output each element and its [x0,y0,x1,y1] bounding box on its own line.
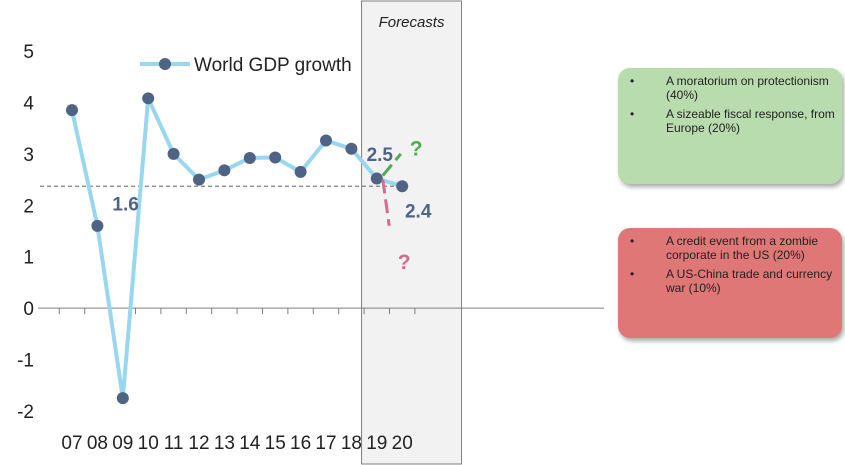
x-tick-label: 17 [315,433,336,454]
x-tick-label: 14 [239,433,261,454]
data-point [370,172,383,185]
x-tick-label: 13 [214,433,235,454]
y-tick-label: 1 [23,248,34,269]
bullet-icon: • [630,74,635,88]
downside-scenario-text: A credit event from a zombie corporate i… [666,234,819,262]
bullet-icon: • [630,107,635,121]
upside-scenario-item: • A sizeable fiscal response, from Europe… [626,107,836,135]
data-point [193,173,205,186]
y-tick-label: 0 [23,299,34,320]
downside-scenarios-callout: • A credit event from a zombie corporate … [618,228,842,338]
data-point [167,147,180,160]
data-point [396,180,409,193]
legend-label: World GDP growth [194,55,352,76]
x-tick-label: 15 [265,433,286,454]
y-tick-label: 3 [23,145,34,166]
x-tick-label: 18 [341,433,362,454]
x-tick-label: 20 [392,433,413,454]
upside-scenario-text: A sizeable fiscal response, from Europe … [666,107,835,135]
forecast-label: Forecasts [379,14,445,31]
x-tick-label: 11 [164,433,184,454]
data-point [66,104,78,117]
data-point [294,165,307,178]
x-tick-label: 08 [87,433,108,454]
upside-scenario-text: A moratorium on protectionism (40%) [666,74,829,102]
y-tick-label: -1 [17,351,34,372]
x-tick-label: 07 [61,433,82,454]
upside-scenarios-callout: • A moratorium on protectionism (40%) • A … [618,68,842,184]
data-point [269,151,282,164]
y-tick-label: 5 [23,42,34,63]
data-label-08: 1.6 [112,194,138,215]
downside-question-mark: ? [398,251,411,274]
bullet-icon: • [630,234,635,248]
x-tick-label: 16 [290,433,311,454]
upside-scenario-item: • A moratorium on protectionism (40%) [626,74,836,102]
data-point [116,392,129,405]
y-tick-label: 2 [23,196,34,217]
data-point [320,134,332,147]
data-point [142,92,155,105]
data-label-20: 2.4 [405,201,432,222]
forecast-region [361,0,463,465]
y-tick-label: -2 [17,402,34,423]
bullet-icon: • [630,267,635,281]
x-tick-label: 10 [138,433,159,454]
data-point [345,142,358,155]
upside-question-mark: ? [410,138,423,161]
data-point [243,151,256,164]
data-label-19: 2.5 [367,145,394,166]
x-tick-label: 12 [188,433,209,454]
downside-scenario-item: • A US-China trade and currency war (10%) [626,267,836,295]
downside-scenario-dash [381,179,391,227]
x-tick-label: 19 [366,433,387,454]
legend-marker-swatch [159,58,171,70]
data-point [218,164,231,177]
x-tick-label: 09 [112,433,133,454]
y-tick-label: 4 [23,93,34,114]
data-point [91,219,104,232]
downside-scenario-item: • A credit event from a zombie corporate … [626,234,836,262]
upside-scenario-dash [381,152,402,177]
downside-scenario-text: A US-China trade and currency war (10%) [666,267,833,295]
